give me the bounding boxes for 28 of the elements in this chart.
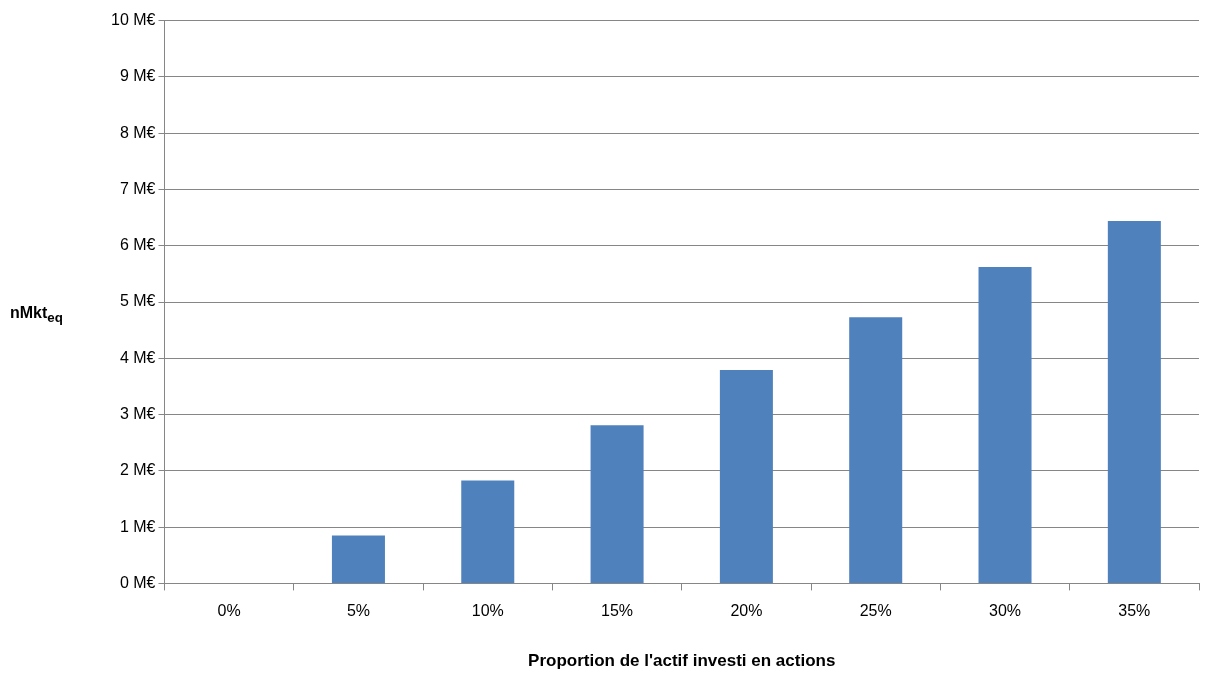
y-tick-label: 4 M€ (119, 348, 156, 366)
bar (331, 535, 385, 583)
bar (590, 425, 644, 583)
y-tick-label: 10 M€ (111, 11, 156, 29)
bar (978, 267, 1032, 583)
y-tick-label: 3 M€ (119, 404, 156, 422)
y-tick-label: 6 M€ (119, 236, 156, 254)
x-axis-title: Proportion de l'actif investi en actions (528, 651, 836, 671)
bar (719, 370, 773, 583)
y-tick-label: 0 M€ (119, 573, 156, 591)
x-tick-label: 5% (346, 602, 371, 620)
y-tick-label: 7 M€ (119, 179, 156, 197)
y-axis-title: nMkt$_{eq}$ (10, 304, 63, 326)
x-tick-label: 35% (1118, 602, 1151, 620)
bar (461, 480, 515, 583)
x-tick-label: 10% (471, 602, 504, 620)
x-tick-label: 20% (730, 602, 763, 620)
x-tick-label: 30% (989, 602, 1022, 620)
x-tick-label: 0% (217, 602, 241, 620)
y-tick-label: 5 M€ (119, 292, 156, 310)
bar (849, 317, 903, 583)
x-tick-label: 15% (601, 602, 634, 620)
y-tick-label: 2 M€ (119, 461, 156, 479)
y-tick-label: 8 M€ (119, 123, 156, 141)
y-tick-label: 9 M€ (119, 67, 156, 85)
bar (1107, 220, 1161, 583)
x-tick-label: 25% (859, 602, 892, 620)
y-tick-label: 1 M€ (119, 517, 156, 535)
